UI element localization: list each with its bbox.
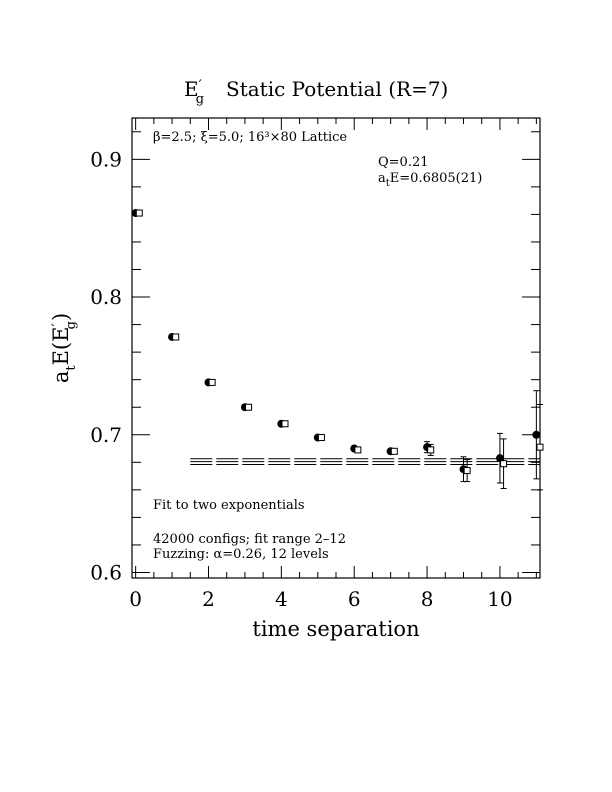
fit-method-annotation: Fit to two exponentials — [153, 498, 305, 513]
data-point-square — [208, 378, 216, 386]
data-point-square — [427, 446, 435, 454]
chart-title-main: E — [184, 77, 199, 101]
energy-annotation-sub: t — [386, 178, 390, 189]
chart-title-prime: ′ — [199, 78, 202, 94]
data-point-circle — [532, 430, 541, 439]
x-tick-label: 2 — [202, 587, 215, 611]
x-tick-label: 8 — [421, 587, 434, 611]
y-tick-label: 0.7 — [90, 423, 122, 447]
fit-band — [190, 458, 540, 466]
y-tick-labels: 0.6 0.7 0.8 0.9 — [90, 147, 122, 584]
data-point-square — [245, 403, 253, 411]
axis-ticks — [132, 118, 540, 578]
y-axis-label-g: g — [64, 321, 79, 329]
fuzzing-annotation: Fuzzing: α=0.26, 12 levels — [153, 547, 329, 562]
data-point-square — [172, 333, 180, 341]
data-point-square — [135, 209, 143, 217]
y-axis-label-a: a — [49, 371, 73, 384]
x-tick-label: 6 — [348, 587, 361, 611]
y-tick-label: 0.6 — [90, 560, 122, 584]
data-point-square — [500, 460, 508, 468]
configs-annotation: 42000 configs; fit range 2–12 — [153, 532, 346, 547]
y-axis-label-e: E(E — [49, 327, 73, 366]
svg-text:atE(E′g): atE(E′g) — [49, 313, 79, 383]
x-tick-label: 4 — [275, 587, 288, 611]
data-point-square — [463, 467, 471, 475]
data-point-square — [281, 420, 289, 428]
y-tick-label: 0.8 — [90, 285, 122, 309]
y-axis-label: atE(E′g) — [49, 313, 79, 383]
y-axis-label-t: t — [64, 365, 79, 371]
x-tick-label: 0 — [129, 587, 142, 611]
x-tick-label: 10 — [487, 587, 512, 611]
energy-annotation: atE=0.6805(21) — [378, 171, 482, 189]
chart-title-rest: Static Potential (R=7) — [226, 77, 448, 101]
q-annotation: Q=0.21 — [378, 155, 429, 170]
data-point-square — [354, 446, 362, 454]
energy-annotation-prefix: a — [378, 171, 386, 186]
data-point-square — [390, 447, 398, 455]
lattice-annotation: β=2.5; ξ=5.0; 16³×80 Lattice — [153, 130, 347, 145]
data-point-circle — [495, 454, 504, 463]
chart-title: E′ g Static Potential (R=7) — [184, 77, 448, 107]
energy-annotation-value: E=0.6805(21) — [390, 171, 483, 186]
data-point-square — [317, 434, 325, 442]
data-series — [131, 209, 544, 491]
chart-title-sub: g — [196, 92, 204, 107]
y-axis-label-close: ) — [49, 313, 73, 321]
y-axis-label-prime: ′ — [50, 323, 66, 326]
data-point-square — [536, 443, 544, 451]
y-tick-label: 0.9 — [90, 147, 122, 171]
x-tick-labels: 0 2 4 6 8 10 — [129, 587, 512, 611]
x-axis-label: time separation — [252, 617, 419, 641]
